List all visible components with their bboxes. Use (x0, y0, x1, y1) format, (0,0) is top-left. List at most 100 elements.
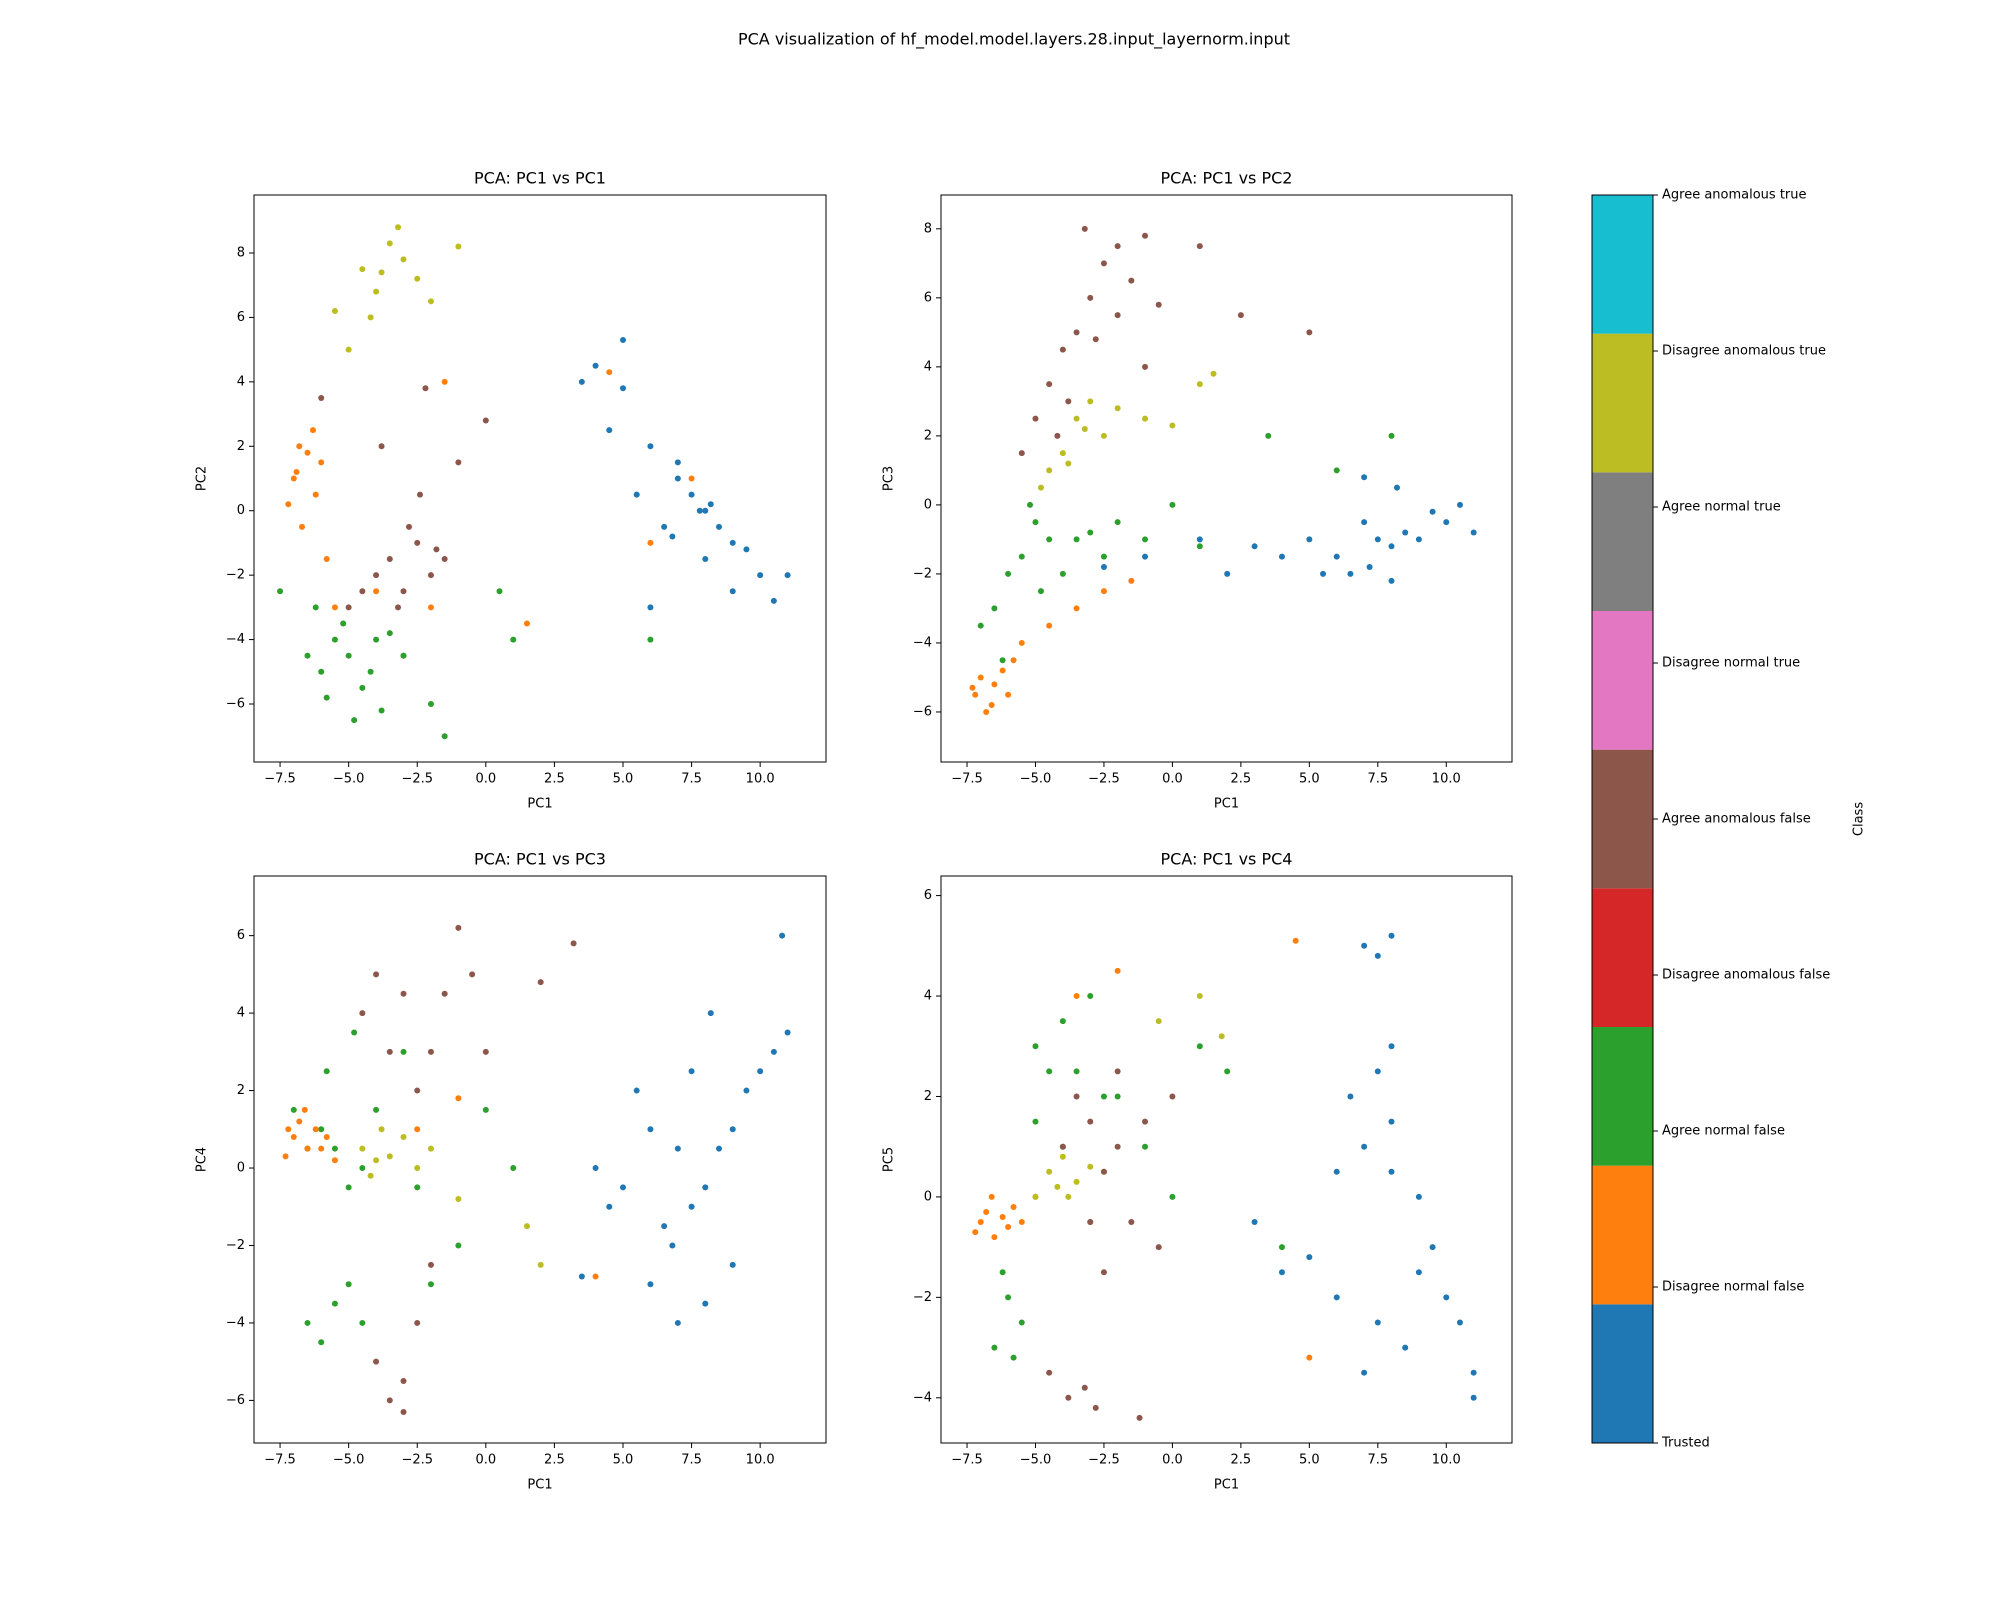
point (496, 588, 503, 595)
point (578, 1273, 585, 1280)
y-tick-label: −6 (913, 704, 932, 719)
point (1443, 519, 1450, 526)
point (331, 604, 338, 611)
point (1169, 1193, 1176, 1200)
point (323, 556, 330, 563)
point (367, 314, 374, 321)
point (1087, 294, 1094, 301)
colorbar-band (1592, 1304, 1653, 1443)
point (373, 588, 380, 595)
point (1196, 243, 1203, 250)
point (1210, 370, 1217, 377)
colorbar-band (1592, 1027, 1653, 1166)
point (1114, 405, 1121, 412)
x-tick-label: 0.0 (475, 772, 496, 787)
point (1073, 1178, 1080, 1185)
colorbar-band (1592, 195, 1653, 334)
point (395, 224, 402, 231)
point (606, 369, 613, 376)
point (1073, 993, 1080, 1000)
point (1100, 260, 1107, 267)
point (345, 604, 352, 611)
point (1155, 1244, 1162, 1251)
point (669, 533, 676, 540)
y-axis-label: PC5 (882, 1147, 897, 1172)
point (455, 1196, 462, 1203)
x-tick-label: 2.5 (544, 772, 565, 787)
point (1374, 952, 1381, 959)
point (312, 1126, 319, 1133)
colorbar-tick-label: Agree normal false (1662, 1124, 1785, 1139)
point (1374, 1068, 1381, 1075)
point (482, 1106, 489, 1113)
point (1059, 450, 1066, 457)
point (1278, 1244, 1285, 1251)
point (414, 1126, 421, 1133)
point (1292, 937, 1299, 944)
point (696, 507, 703, 514)
point (1005, 1224, 1012, 1231)
point (373, 636, 380, 643)
colorbar-tick-label: Disagree normal false (1662, 1280, 1804, 1295)
point (1265, 432, 1272, 439)
point (647, 1126, 654, 1133)
axes-frame (940, 194, 1513, 763)
point (757, 572, 764, 579)
point (633, 1087, 640, 1094)
point (1100, 1093, 1107, 1100)
point (400, 256, 407, 263)
point (729, 1126, 736, 1133)
y-tick-label: −2 (226, 1238, 245, 1253)
point (455, 243, 462, 250)
point (716, 523, 723, 530)
y-tick-label: 8 (237, 245, 245, 260)
point (1046, 467, 1053, 474)
point (378, 1126, 385, 1133)
point (1010, 1203, 1017, 1210)
point (427, 1145, 434, 1152)
point (1136, 1414, 1143, 1421)
point (688, 491, 695, 498)
point (345, 1281, 352, 1288)
point (1065, 1394, 1072, 1401)
point (455, 1095, 462, 1102)
colorbar-label: Class (1852, 802, 1867, 836)
point (1196, 1043, 1203, 1050)
point (1388, 932, 1395, 939)
point (400, 652, 407, 659)
x-tick-label: 10.0 (746, 1453, 775, 1468)
point (661, 1223, 668, 1230)
point (386, 1397, 393, 1404)
point (455, 924, 462, 931)
point (290, 1106, 297, 1113)
point (977, 674, 984, 681)
point (351, 1029, 358, 1036)
point (1100, 432, 1107, 439)
point (1128, 1219, 1135, 1226)
x-axis-label: PC1 (527, 1478, 552, 1493)
x-tick-label: −2.5 (1088, 772, 1120, 787)
point (378, 707, 385, 714)
point (1073, 605, 1080, 612)
point (1278, 1269, 1285, 1276)
point (1114, 1068, 1121, 1075)
point (757, 1068, 764, 1075)
subplot-title: PCA: PC1 vs PC4 (1161, 850, 1293, 869)
subplot-title: PCA: PC1 vs PC1 (474, 169, 606, 188)
point (414, 1087, 421, 1094)
y-tick-label: 0 (237, 503, 245, 518)
point (1333, 467, 1340, 474)
point (441, 378, 448, 385)
x-tick-label: 7.5 (681, 772, 702, 787)
point (1443, 1294, 1450, 1301)
point (1081, 225, 1088, 232)
point (1196, 536, 1203, 543)
y-tick-label: −4 (226, 632, 245, 647)
point (743, 1087, 750, 1094)
point (1018, 450, 1025, 457)
point (1388, 1118, 1395, 1125)
x-axis-label: PC1 (1214, 797, 1239, 812)
x-tick-label: 2.5 (544, 1453, 565, 1468)
point (1059, 1018, 1066, 1025)
point (1415, 536, 1422, 543)
